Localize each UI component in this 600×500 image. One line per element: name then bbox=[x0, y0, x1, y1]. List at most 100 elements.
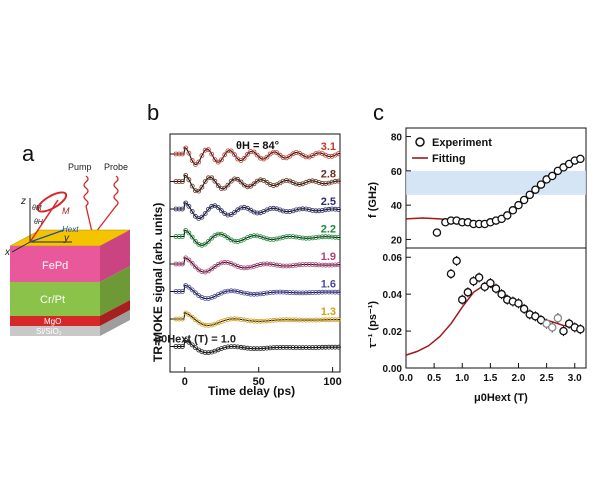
trace-point-2.5 bbox=[336, 207, 341, 212]
trace-point-1.3 bbox=[238, 316, 244, 322]
trace-point-2.2 bbox=[215, 231, 221, 237]
trace-point-2.5 bbox=[199, 214, 205, 220]
trace-point-2.2 bbox=[180, 234, 185, 239]
trace-point-1.9 bbox=[248, 264, 254, 270]
trace-point-1.6 bbox=[202, 295, 208, 301]
trace-point-2.2 bbox=[310, 235, 315, 241]
x-axis-title: μ0Hext (T) bbox=[474, 392, 528, 404]
trace-point-1.9 bbox=[274, 262, 280, 268]
trace-point-3.1 bbox=[258, 155, 263, 161]
trace-point-1.3 bbox=[293, 317, 299, 323]
trace-point-2.8 bbox=[232, 176, 237, 182]
x-tick-label: 0.0 bbox=[399, 373, 413, 384]
trace-point-2.5 bbox=[290, 208, 296, 214]
experiment-point bbox=[531, 185, 540, 194]
trace-point-1.3 bbox=[329, 317, 335, 323]
trace-point-2.5 bbox=[206, 206, 211, 212]
trace-point-1.3 bbox=[180, 316, 185, 322]
trace-point-1.9 bbox=[241, 265, 247, 271]
trace-point-2.8 bbox=[189, 183, 195, 189]
layer-crpt bbox=[10, 282, 100, 316]
trace-point-1.3 bbox=[232, 316, 237, 322]
trace-point-1.3 bbox=[173, 316, 179, 322]
trace-point-2.8 bbox=[316, 180, 322, 185]
trace-point-1.0 bbox=[332, 344, 338, 350]
trace-point-1.6 bbox=[225, 288, 231, 294]
experiment-point bbox=[559, 326, 568, 336]
angle-label: θH = 84° bbox=[236, 140, 279, 152]
experiment-point bbox=[508, 206, 518, 215]
trace-point-3.1 bbox=[303, 154, 309, 160]
trace-point-1.6 bbox=[313, 289, 319, 295]
trace-point-2.2 bbox=[264, 236, 270, 242]
trace-point-2.5 bbox=[180, 206, 185, 212]
experiment-point bbox=[547, 171, 557, 181]
trace-point-3.1 bbox=[336, 151, 341, 157]
trace-point-1.0 bbox=[274, 345, 280, 350]
trace-point-1.0 bbox=[176, 344, 182, 349]
trace-point-1.3 bbox=[280, 317, 286, 323]
trace-point-1.0 bbox=[238, 344, 244, 350]
trace-point-2.8 bbox=[173, 179, 179, 184]
trace-point-2.5 bbox=[310, 208, 315, 213]
trace-point-3.1 bbox=[228, 148, 234, 154]
trace-point-2.8 bbox=[336, 178, 341, 184]
x-tick-label: 1.0 bbox=[455, 373, 469, 384]
experiment-point bbox=[553, 313, 563, 323]
trace-point-2.2 bbox=[235, 239, 241, 244]
pump-label: Pump bbox=[68, 162, 92, 172]
experiment-point bbox=[525, 190, 534, 200]
trace-point-3.1 bbox=[277, 152, 283, 158]
trace-point-1.6 bbox=[284, 289, 289, 295]
trace-point-2.8 bbox=[219, 186, 224, 191]
trace-point-1.0 bbox=[202, 350, 208, 356]
trace-point-1.6 bbox=[280, 289, 286, 295]
x-axis bbox=[11, 241, 31, 253]
trace-point-1.9 bbox=[189, 260, 195, 266]
trace-point-1.9 bbox=[219, 260, 224, 266]
trace-point-1.6 bbox=[319, 289, 325, 295]
x-tick-label: 0 bbox=[182, 376, 188, 388]
bottom-y-title: τ⁻¹ (ps⁻¹) bbox=[367, 301, 379, 348]
trace-point-3.1 bbox=[189, 158, 195, 163]
trace-point-3.1 bbox=[316, 150, 322, 156]
trace-point-1.9 bbox=[313, 262, 319, 268]
trace-point-1.9 bbox=[254, 262, 260, 268]
x-tick-label: 50 bbox=[253, 376, 265, 388]
trace-point-1.3 bbox=[225, 317, 231, 322]
theta-m-label: θM bbox=[32, 205, 42, 212]
trace-point-1.9 bbox=[287, 263, 293, 269]
trace-point-1.3 bbox=[189, 314, 195, 320]
experiment-point bbox=[547, 323, 557, 332]
trace-point-1.6 bbox=[186, 284, 192, 290]
trace-point-1.9 bbox=[180, 261, 185, 267]
layer-fepd-side bbox=[100, 230, 130, 282]
trace-point-2.5 bbox=[300, 206, 306, 212]
trace-point-2.2 bbox=[326, 234, 332, 240]
trace-point-1.9 bbox=[303, 261, 309, 267]
trace-point-2.2 bbox=[186, 230, 192, 236]
trace-point-3.1 bbox=[245, 151, 250, 157]
x-axis-label: x bbox=[4, 247, 11, 258]
trace-point-3.1 bbox=[193, 162, 198, 167]
trace-point-2.2 bbox=[267, 237, 273, 242]
legend-experiment-marker bbox=[415, 137, 425, 147]
trace-point-2.8 bbox=[280, 178, 286, 184]
top-y-tick-label: 20 bbox=[391, 235, 403, 246]
trace-point-1.6 bbox=[222, 289, 228, 295]
trace-point-1.3 bbox=[176, 316, 182, 322]
trace-point-1.3 bbox=[228, 316, 234, 322]
trace-point-1.0 bbox=[258, 346, 263, 352]
trace-point-2.2 bbox=[258, 234, 263, 240]
trace-point-1.9 bbox=[193, 264, 198, 270]
trace-point-1.0 bbox=[251, 346, 257, 352]
trace-point-1.6 bbox=[176, 289, 182, 294]
trace-point-1.3 bbox=[290, 317, 296, 323]
trace-point-1.3 bbox=[261, 318, 267, 324]
experiment-point bbox=[519, 304, 529, 314]
trace-point-1.9 bbox=[329, 262, 335, 268]
trace-point-2.2 bbox=[254, 233, 260, 239]
trace-point-1.6 bbox=[189, 287, 195, 293]
trace-point-2.2 bbox=[313, 235, 319, 240]
sample-schematic: Pump Probe FePd Cr/Pt MgO Si/SiO₂ z x y … bbox=[4, 162, 131, 336]
